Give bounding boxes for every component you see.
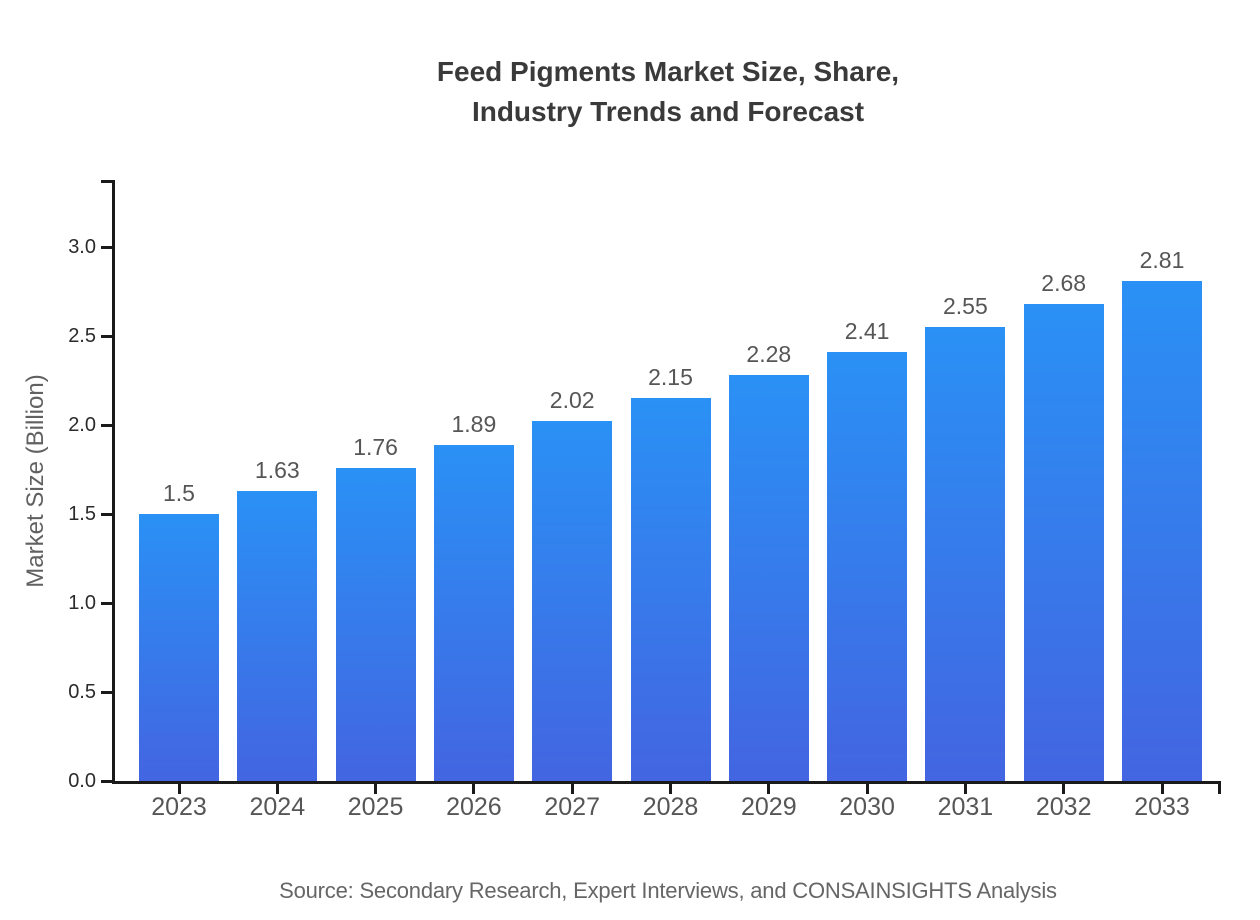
bar-value-label: 2.81 <box>1139 246 1185 273</box>
bar-value-label: 1.76 <box>353 433 398 460</box>
bar <box>1122 280 1202 781</box>
x-axis-tick <box>472 781 476 794</box>
bar-value-label: 2.02 <box>549 387 595 414</box>
bar-value-label: 1.5 <box>163 480 195 506</box>
y-axis-tick <box>101 691 115 694</box>
y-axis-top-tick <box>101 180 115 183</box>
y-tick-label: 2.5 <box>68 325 96 347</box>
x-axis-end-tick <box>1218 781 1221 794</box>
bar <box>925 327 1006 781</box>
bar-value-label: 2.41 <box>844 318 890 345</box>
bar-value-label: 1.89 <box>451 410 497 437</box>
bar-value-label: 2.15 <box>648 364 693 391</box>
x-axis-tick <box>767 781 771 794</box>
bar <box>1023 303 1104 781</box>
bar-value-label: 2.68 <box>1041 269 1087 296</box>
x-tick-label: 2026 <box>446 793 502 821</box>
y-axis-tick <box>101 246 115 249</box>
x-tick-label: 2032 <box>1035 793 1092 821</box>
x-axis-tick <box>1062 781 1066 794</box>
y-axis <box>112 180 115 784</box>
x-axis-tick <box>570 781 574 794</box>
y-tick-label: 0.5 <box>68 681 96 703</box>
y-axis-tick <box>101 513 115 516</box>
x-axis-tick <box>1160 781 1164 794</box>
bar-value-label: 2.28 <box>746 341 792 368</box>
bar-value-label: 2.55 <box>943 293 988 320</box>
x-axis-tick <box>177 781 181 794</box>
bar-value-label: 1.63 <box>254 456 300 483</box>
x-tick-label: 2030 <box>839 793 895 821</box>
y-tick-label: 1.5 <box>68 503 96 525</box>
source-note: Source: Secondary Research, Expert Inter… <box>279 878 1057 903</box>
y-tick-label: 2.0 <box>68 414 96 436</box>
bar <box>630 398 711 781</box>
x-tick-label: 2031 <box>937 793 994 821</box>
x-axis <box>112 781 1221 784</box>
bar <box>728 375 809 781</box>
bar <box>237 490 318 781</box>
y-axis-tick <box>101 780 115 783</box>
y-axis-tick <box>101 424 115 427</box>
bar <box>335 467 416 781</box>
x-tick-label: 2029 <box>740 793 797 821</box>
chart-title-line-2: Industry Trends and Forecast <box>471 96 865 127</box>
x-axis-tick <box>865 781 869 794</box>
x-tick-label: 2033 <box>1134 793 1190 821</box>
x-tick-label: 2027 <box>544 793 600 821</box>
x-axis-tick <box>275 781 279 794</box>
chart-title-line-1: Feed Pigments Market Size, Share, <box>436 56 900 87</box>
bar <box>139 514 219 781</box>
y-tick-label: 0.0 <box>68 770 96 792</box>
bar <box>827 352 908 781</box>
bar <box>433 444 514 781</box>
y-axis-label: Market Size (Billion) <box>22 374 49 588</box>
chart-title: Feed Pigments Market Size, Share, Indust… <box>115 52 1221 132</box>
x-tick-label: 2028 <box>642 793 699 821</box>
x-axis-tick <box>963 781 967 794</box>
y-tick-label: 3.0 <box>68 236 96 258</box>
y-axis-tick <box>101 602 115 605</box>
x-tick-label: 2025 <box>347 793 404 821</box>
x-tick-label: 2023 <box>151 793 207 821</box>
y-tick-label: 1.0 <box>68 592 96 614</box>
x-axis-tick <box>374 781 378 794</box>
x-tick-label: 2024 <box>249 793 306 821</box>
x-axis-tick <box>669 781 672 794</box>
bar <box>532 421 613 781</box>
y-axis-tick <box>101 335 115 338</box>
